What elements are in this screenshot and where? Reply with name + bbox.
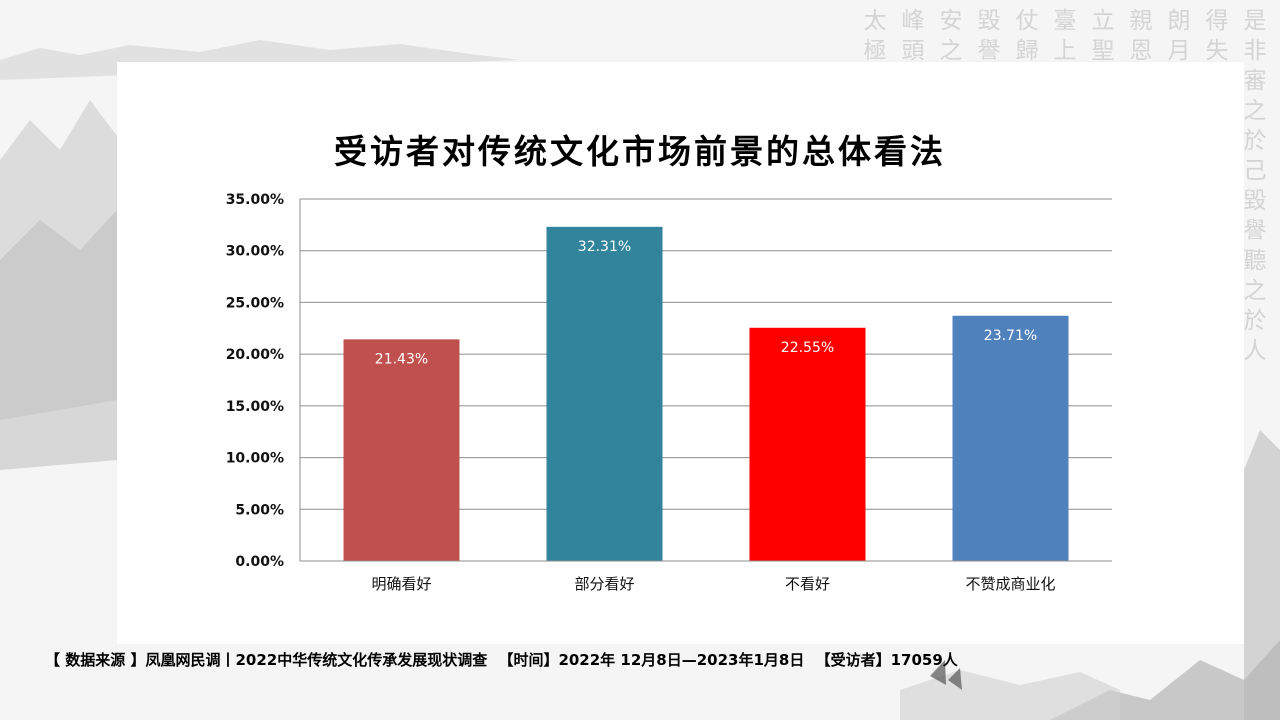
data-label: 23.71% [984, 328, 1037, 344]
footer-source-info: 【 数据来源 】凤凰网民调丨2022中华传统文化传承发展现状调查 【时间】202… [45, 649, 964, 670]
y-tick-label: 5.00% [235, 502, 284, 518]
data-label: 32.31% [578, 239, 631, 255]
bar [343, 339, 460, 561]
data-label: 21.43% [375, 351, 428, 367]
y-tick-label: 10.00% [226, 451, 284, 467]
chart-title: 受访者对传统文化市场前景的总体看法 [334, 132, 946, 171]
y-tick-label: 0.00% [235, 554, 284, 570]
calligraphy-column: 得失 [1205, 8, 1229, 64]
bar [546, 226, 663, 562]
calligraphy-column: 立聖 [1091, 8, 1115, 64]
calligraphy-column: 峰頭 [901, 8, 925, 64]
footer-respondents: 【受访者】17059人 [815, 651, 958, 669]
calligraphy-decoration: 是非審之於己毀譽聽之於人得失朗月親恩立聖臺上仗歸毀譽安之峰頭太極 [860, 6, 1270, 366]
calligraphy-column: 是非審之於己毀譽聽之於人 [1243, 8, 1267, 364]
calligraphy-column: 安之 [939, 8, 963, 64]
x-tick-label: 部分看好 [574, 575, 634, 593]
footer-time: 【时间】2022年 12月8日—2023年1月8日 [498, 651, 805, 669]
x-tick-label: 明确看好 [371, 575, 431, 593]
y-tick-label: 20.00% [226, 347, 284, 363]
y-tick-label: 30.00% [226, 244, 284, 260]
y-tick-label: 35.00% [226, 192, 284, 208]
y-tick-label: 25.00% [226, 295, 284, 311]
x-tick-label: 不赞成商业化 [965, 575, 1055, 593]
x-tick-label: 不看好 [785, 575, 830, 593]
footer-source: 【 数据来源 】凤凰网民调丨2022中华传统文化传承发展现状调查 [45, 651, 488, 669]
calligraphy-column: 臺上 [1053, 8, 1077, 64]
calligraphy-column: 太極 [863, 8, 887, 64]
bar [749, 327, 866, 561]
calligraphy-column: 毀譽 [977, 8, 1001, 64]
data-label: 22.55% [781, 340, 834, 356]
calligraphy-column: 仗歸 [1015, 8, 1039, 64]
bar [952, 315, 1069, 561]
calligraphy-column: 親恩 [1129, 8, 1153, 64]
calligraphy-column: 朗月 [1167, 8, 1191, 64]
y-tick-label: 15.00% [226, 399, 284, 415]
